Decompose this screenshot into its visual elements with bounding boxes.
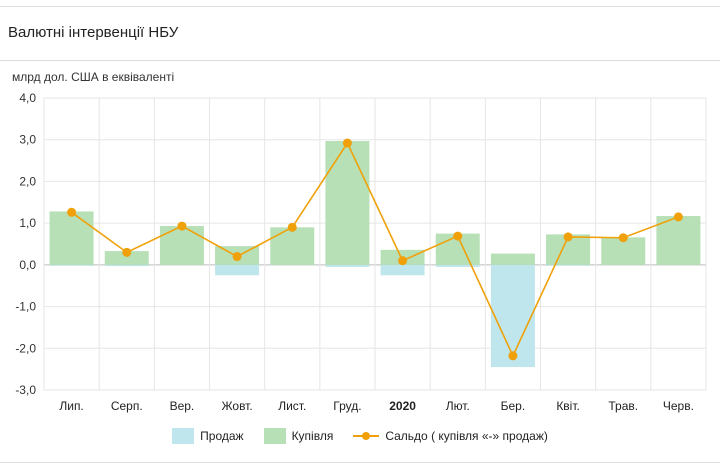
legend-swatch-sales bbox=[172, 428, 195, 444]
y-tick-label: 2,0 bbox=[19, 174, 36, 188]
y-tick-label: -1,0 bbox=[15, 300, 36, 314]
legend-label-purchases: Купівля bbox=[291, 429, 334, 443]
legend-swatch-balance bbox=[353, 428, 380, 444]
title-divider bbox=[0, 60, 720, 61]
y-tick-label: 0,0 bbox=[19, 258, 36, 272]
balance-point bbox=[398, 256, 408, 266]
top-divider bbox=[0, 6, 720, 7]
balance-line bbox=[71, 141, 679, 358]
legend-swatch-purchases bbox=[263, 428, 286, 444]
x-tick-label: Бер. bbox=[501, 399, 526, 413]
x-tick-label: Лист. bbox=[278, 399, 306, 413]
legend-label-sales: Продаж bbox=[200, 429, 244, 443]
balance-point bbox=[342, 138, 352, 148]
balance-point bbox=[122, 247, 132, 257]
bar-sales bbox=[104, 264, 149, 267]
x-tick-label: Лют. bbox=[446, 399, 470, 413]
balance-point bbox=[563, 232, 573, 242]
bar-purchases bbox=[159, 226, 204, 265]
bar-sales bbox=[215, 264, 260, 276]
bar-purchases bbox=[49, 211, 94, 265]
balance-point bbox=[673, 212, 683, 222]
x-tick-label: Черв. bbox=[663, 399, 694, 413]
bottom-divider bbox=[0, 462, 720, 463]
y-tick-label: 4,0 bbox=[19, 91, 36, 105]
x-tick-label: 2020 bbox=[389, 399, 416, 413]
legend-item-purchases[interactable]: Купівля bbox=[263, 428, 334, 444]
x-tick-label: Серп. bbox=[111, 399, 143, 413]
bar-sales bbox=[490, 264, 535, 368]
legend-item-sales[interactable]: Продаж bbox=[172, 428, 244, 444]
x-tick-label: Трав. bbox=[608, 399, 638, 413]
bar-purchases bbox=[104, 251, 149, 265]
bar-sales bbox=[380, 264, 425, 276]
y-tick-label: -3,0 bbox=[15, 383, 36, 397]
balance-point bbox=[232, 252, 242, 262]
bar-purchases bbox=[325, 140, 370, 265]
y-axis-units-label: млрд дол. США в еквіваленті bbox=[12, 70, 175, 84]
balance-point bbox=[287, 222, 297, 232]
balance-point bbox=[508, 351, 518, 361]
bar-purchases bbox=[490, 253, 535, 265]
x-tick-label: Квіт. bbox=[556, 399, 580, 413]
x-tick-label: Лип. bbox=[59, 399, 83, 413]
y-tick-label: 1,0 bbox=[19, 216, 36, 230]
y-tick-label: 3,0 bbox=[19, 133, 36, 147]
bar-purchases bbox=[270, 227, 315, 265]
bar-sales bbox=[546, 264, 591, 266]
legend-label-balance: Сальдо ( купівля «-» продаж) bbox=[385, 429, 548, 443]
chart-title: Валютні інтервенції НБУ bbox=[8, 24, 179, 41]
balance-point bbox=[453, 231, 463, 241]
bar-sales bbox=[435, 264, 480, 267]
y-tick-label: -2,0 bbox=[15, 341, 36, 355]
chart-legend: Продаж Купівля Сальдо ( купівля «-» прод… bbox=[0, 428, 720, 444]
bar-purchases bbox=[656, 216, 701, 265]
bar-sales bbox=[325, 264, 370, 267]
balance-point bbox=[67, 207, 77, 217]
x-tick-label: Вер. bbox=[170, 399, 195, 413]
balance-point bbox=[177, 221, 187, 231]
bar-sales bbox=[49, 264, 94, 266]
legend-item-balance[interactable]: Сальдо ( купівля «-» продаж) bbox=[353, 428, 548, 444]
x-tick-label: Груд. bbox=[333, 399, 361, 413]
balance-point bbox=[618, 233, 628, 243]
x-tick-label: Жовт. bbox=[221, 399, 252, 413]
